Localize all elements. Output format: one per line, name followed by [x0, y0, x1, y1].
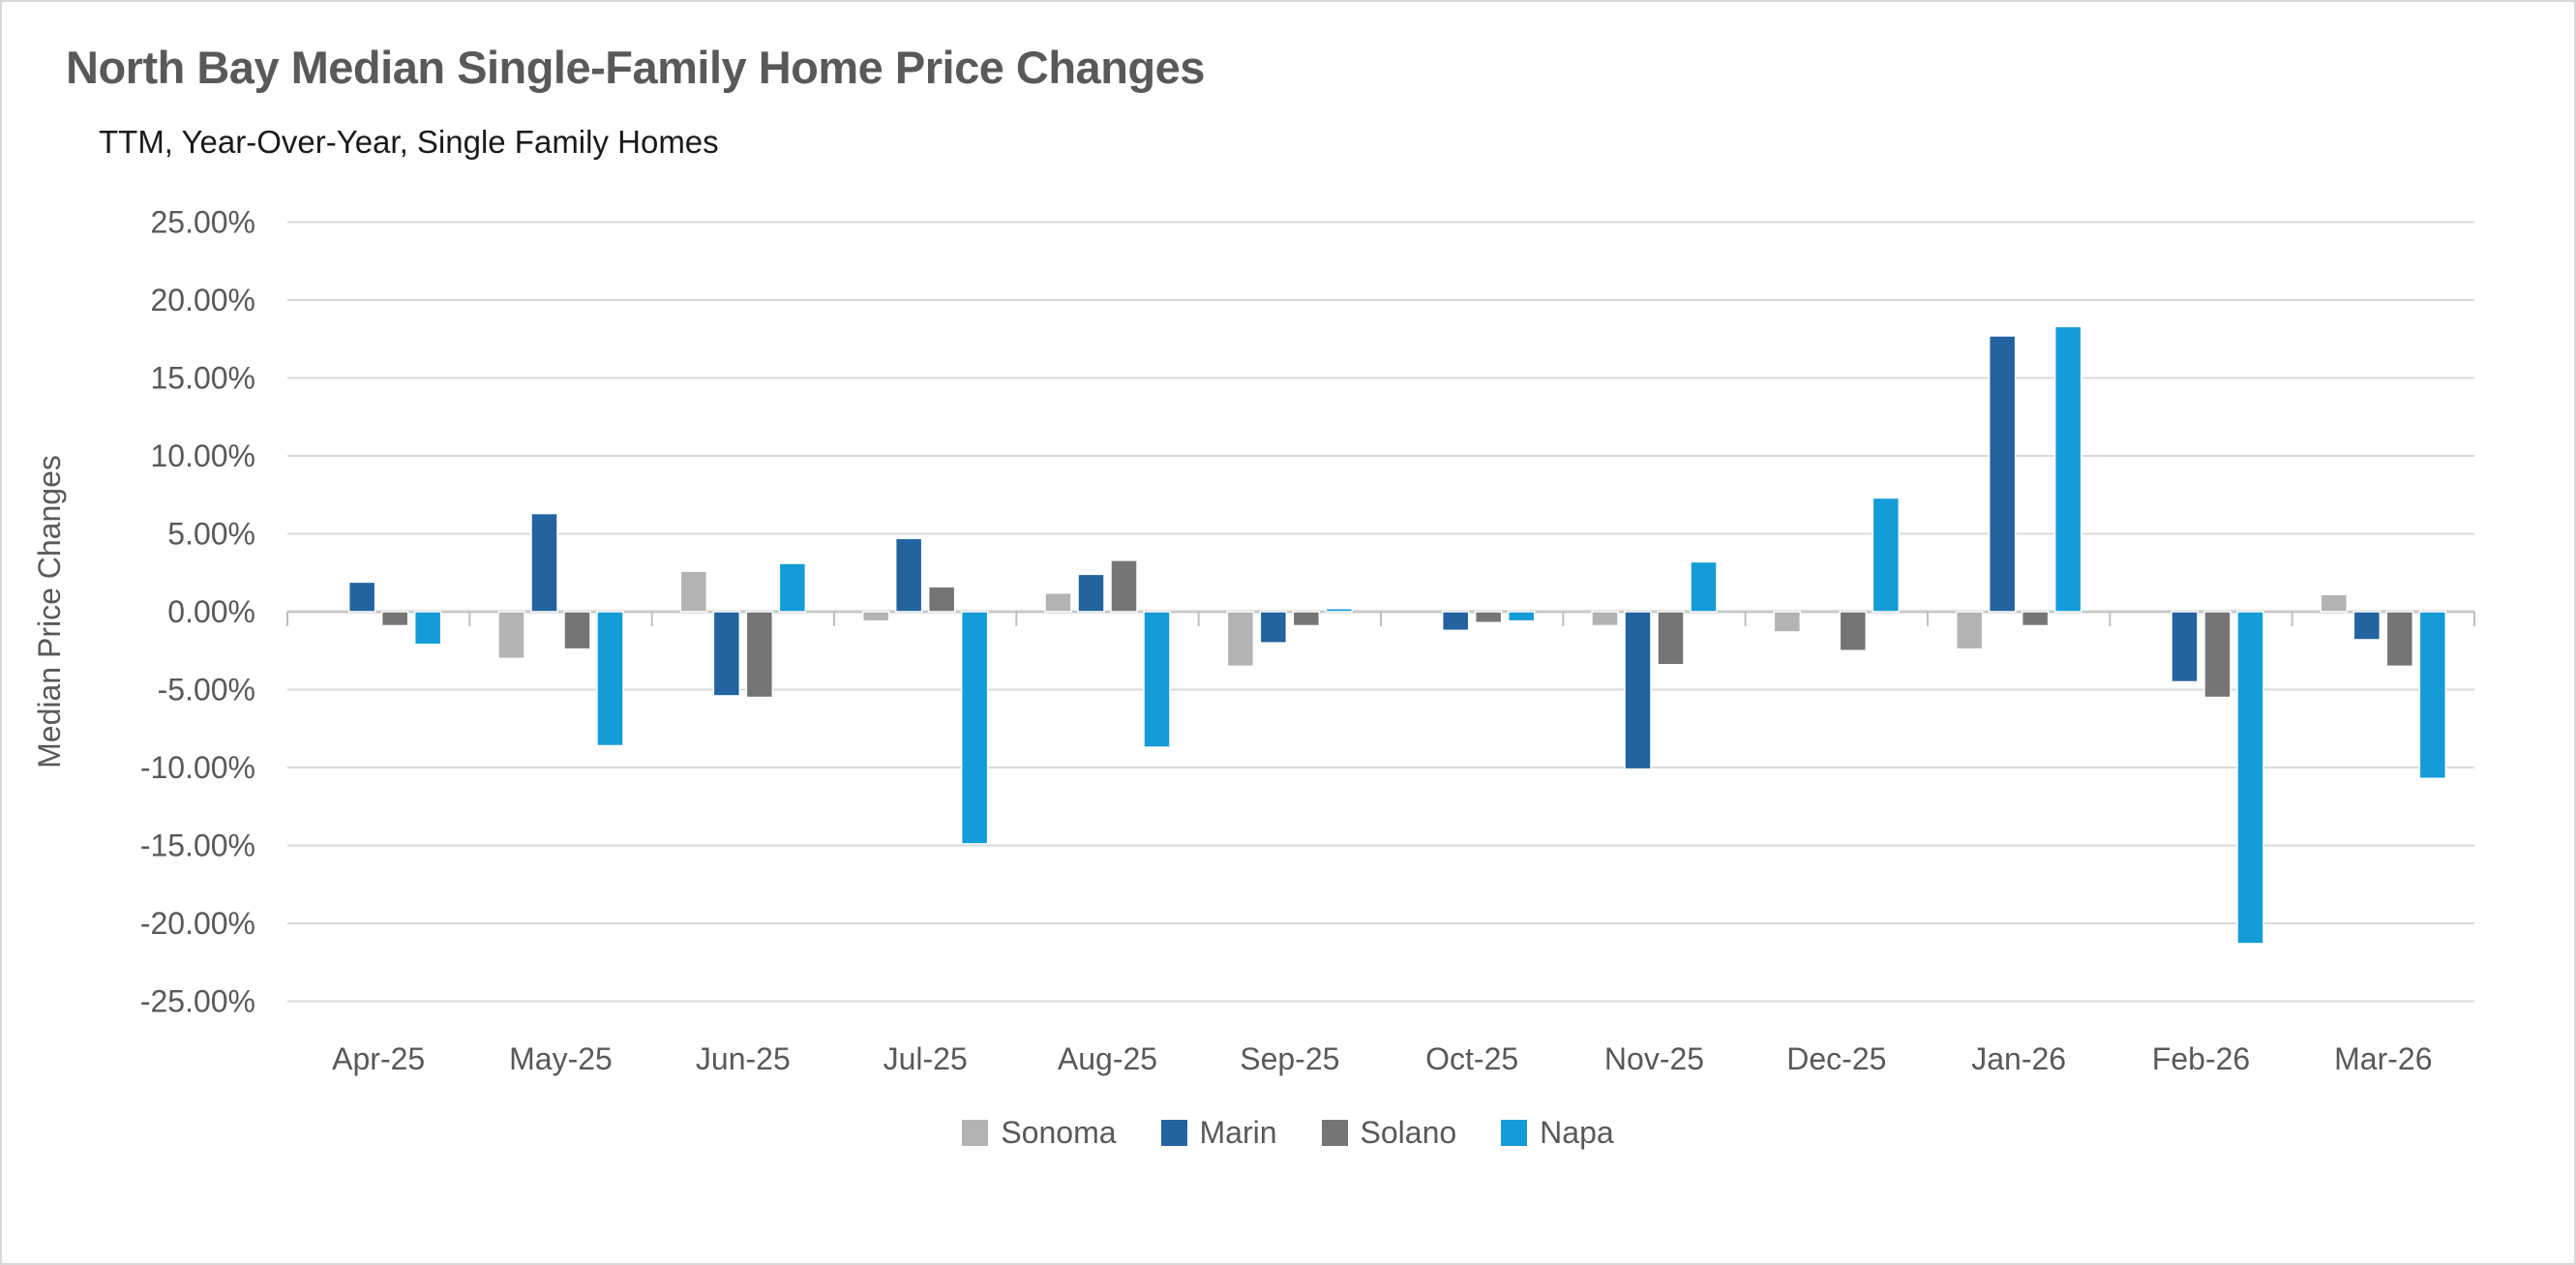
bar-sonoma-Nov-25	[1591, 611, 1619, 627]
bar-napa-Jun-25	[778, 562, 807, 613]
bar-solano-Dec-25	[1839, 611, 1868, 651]
bar-napa-Feb-26	[2236, 611, 2264, 945]
bar-napa-Jan-26	[2053, 325, 2082, 613]
bar-sonoma-Sep-25	[1226, 611, 1255, 668]
legend-item-marin: Marin	[1160, 1114, 1277, 1151]
bar-marin-Jun-25	[712, 611, 741, 697]
bar-napa-Mar-26	[2418, 611, 2447, 780]
y-axis-title: Median Price Changes	[32, 455, 67, 768]
bar-napa-Sep-25	[1325, 608, 1354, 613]
legend-swatch-sonoma	[962, 1119, 989, 1146]
x-tick-label: Oct-25	[1425, 1041, 1518, 1076]
x-tick-label: May-25	[509, 1041, 613, 1076]
y-tick-label: 15.00%	[150, 361, 255, 396]
legend-label: Solano	[1360, 1114, 1457, 1150]
bar-napa-Apr-25	[413, 611, 442, 646]
bar-solano-Feb-26	[2203, 611, 2232, 699]
chart-subtitle: TTM, Year-Over-Year, Single Family Homes	[99, 124, 719, 160]
x-tick-label: Sep-25	[1240, 1041, 1339, 1076]
legend-item-sonoma: Sonoma	[962, 1114, 1117, 1151]
bar-sonoma-Jul-25	[861, 611, 890, 622]
bar-solano-Jul-25	[927, 586, 956, 613]
bar-marin-Mar-26	[2352, 611, 2381, 641]
bar-sonoma-Jan-26	[1955, 611, 1984, 650]
y-tick-label: 20.00%	[150, 283, 255, 317]
bar-sonoma-Jun-25	[679, 570, 708, 613]
bar-solano-Oct-25	[1474, 611, 1503, 624]
bar-solano-Apr-25	[380, 611, 409, 627]
legend-label: Napa	[1540, 1114, 1614, 1150]
x-tick-label: Nov-25	[1604, 1041, 1704, 1076]
bar-marin-Aug-25	[1077, 573, 1105, 613]
bar-solano-Jun-25	[745, 611, 774, 699]
bar-solano-Aug-25	[1110, 559, 1138, 613]
chart-title: North Bay Median Single-Family Home Pric…	[66, 42, 1205, 93]
x-tick-label: Jan-26	[1971, 1041, 2066, 1076]
bar-solano-Mar-26	[2385, 611, 2414, 668]
y-tick-label: 10.00%	[150, 438, 255, 473]
x-tick-label: Apr-25	[332, 1041, 425, 1076]
y-tick-label: -15.00%	[140, 828, 255, 863]
x-tick-label: Mar-26	[2334, 1041, 2432, 1076]
bar-marin-Feb-26	[2171, 611, 2199, 683]
bar-marin-Apr-25	[347, 581, 376, 613]
legend-swatch-napa	[1501, 1119, 1528, 1146]
bar-sonoma-Dec-25	[1773, 611, 1802, 633]
bar-solano-Nov-25	[1657, 611, 1685, 666]
bar-sonoma-Aug-25	[1044, 591, 1072, 613]
chart-legend: Sonoma Marin Solano Napa	[2, 1111, 2574, 1154]
y-tick-label: -5.00%	[158, 673, 255, 708]
legend-swatch-solano	[1321, 1119, 1348, 1146]
bar-napa-Nov-25	[1690, 560, 1718, 613]
bar-napa-Oct-25	[1507, 611, 1536, 622]
bar-solano-Sep-25	[1292, 611, 1321, 627]
y-tick-label: -25.00%	[140, 984, 255, 1019]
bar-solano-Jan-26	[2021, 611, 2050, 627]
bar-sonoma-May-25	[497, 611, 525, 660]
bar-marin-Sep-25	[1259, 611, 1288, 644]
bar-sonoma-Mar-26	[2320, 593, 2349, 613]
bar-marin-Jan-26	[1988, 335, 2017, 613]
y-tick-label: -20.00%	[140, 906, 255, 941]
bar-marin-May-25	[530, 512, 558, 613]
bar-solano-May-25	[563, 611, 591, 650]
legend-item-solano: Solano	[1321, 1114, 1457, 1151]
bar-napa-Aug-25	[1143, 611, 1171, 748]
bar-napa-May-25	[596, 611, 624, 747]
bar-marin-Oct-25	[1441, 611, 1470, 632]
x-tick-label: Dec-25	[1786, 1041, 1886, 1076]
bar-marin-Nov-25	[1624, 611, 1652, 770]
bar-marin-Jul-25	[894, 537, 923, 613]
legend-item-napa: Napa	[1501, 1115, 1614, 1151]
x-tick-label: Jul-25	[884, 1041, 968, 1076]
y-tick-label: 5.00%	[167, 517, 255, 552]
legend-label: Marin	[1199, 1114, 1277, 1150]
bar-napa-Dec-25	[1872, 497, 1901, 613]
x-tick-label: Aug-25	[1058, 1041, 1157, 1076]
x-tick-label: Jun-25	[696, 1041, 791, 1076]
bar-napa-Jul-25	[960, 611, 989, 845]
y-tick-label: 25.00%	[150, 205, 255, 240]
legend-label: Sonoma	[1001, 1114, 1117, 1150]
y-tick-label: 0.00%	[167, 594, 255, 629]
y-tick-label: -10.00%	[140, 750, 255, 785]
x-tick-label: Feb-26	[2152, 1041, 2250, 1076]
legend-swatch-marin	[1160, 1119, 1187, 1146]
